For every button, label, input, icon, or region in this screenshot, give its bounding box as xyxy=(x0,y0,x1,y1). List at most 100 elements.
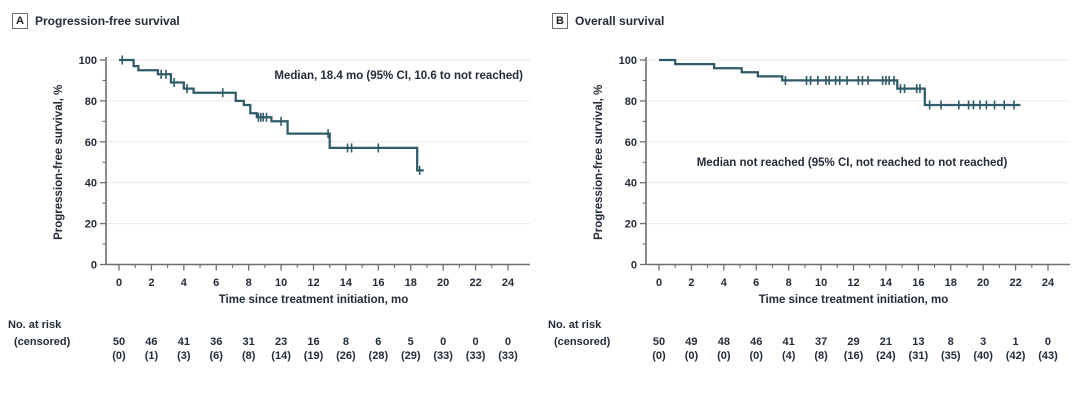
y-tick-label-20: 20 xyxy=(85,219,97,231)
censored-value-20: (40) xyxy=(973,350,993,362)
risk-value-10: 23 xyxy=(275,336,287,348)
censored-value-6: (6) xyxy=(210,350,224,362)
y-tick-label-80: 80 xyxy=(625,96,637,108)
censored-table-label: (censored) xyxy=(14,336,71,348)
risk-value-0: 50 xyxy=(113,336,125,348)
risk-value-20: 0 xyxy=(440,336,446,348)
censored-value-18: (29) xyxy=(401,350,421,362)
panel-a-title: Progression-free survival xyxy=(35,14,180,28)
risk-value-18: 5 xyxy=(408,336,414,348)
panel-b-letter-badge: B xyxy=(552,13,568,29)
x-tick-label-4: 4 xyxy=(721,277,728,289)
x-tick-label-0: 0 xyxy=(116,277,122,289)
x-tick-label-8: 8 xyxy=(246,277,252,289)
risk-table-label: No. at risk xyxy=(8,319,62,331)
risk-value-4: 41 xyxy=(178,336,190,348)
x-tick-label-18: 18 xyxy=(405,277,417,289)
censored-value-10: (14) xyxy=(271,350,291,362)
x-axis-title: Time since treatment initiation, mo xyxy=(759,294,949,306)
censored-value-4: (0) xyxy=(717,350,731,362)
x-tick-label-20: 20 xyxy=(437,277,449,289)
censored-value-22: (33) xyxy=(466,350,486,362)
y-tick-label-40: 40 xyxy=(625,178,637,190)
risk-value-10: 37 xyxy=(815,336,827,348)
risk-value-4: 48 xyxy=(718,336,730,348)
x-tick-label-0: 0 xyxy=(656,277,662,289)
censored-value-10: (8) xyxy=(814,350,828,362)
censored-value-4: (3) xyxy=(177,350,191,362)
y-tick-label-40: 40 xyxy=(85,178,97,190)
panel-a-letter-badge: A xyxy=(12,13,28,29)
x-tick-label-10: 10 xyxy=(275,277,287,289)
x-tick-label-2: 2 xyxy=(688,277,694,289)
panel-b-title: Overall survival xyxy=(575,14,665,28)
x-tick-label-6: 6 xyxy=(753,277,759,289)
risk-value-22: 0 xyxy=(473,336,479,348)
risk-value-24: 0 xyxy=(505,336,511,348)
x-tick-label-4: 4 xyxy=(181,277,188,289)
censored-value-14: (24) xyxy=(876,350,896,362)
risk-value-14: 8 xyxy=(343,336,349,348)
y-axis-title: Progression-free survival, % xyxy=(53,85,65,240)
censored-value-18: (35) xyxy=(941,350,961,362)
y-tick-label-0: 0 xyxy=(91,260,97,272)
censored-value-0: (0) xyxy=(652,350,666,362)
risk-value-6: 36 xyxy=(210,336,222,348)
x-tick-label-8: 8 xyxy=(786,277,792,289)
x-tick-label-16: 16 xyxy=(912,277,924,289)
risk-value-16: 6 xyxy=(375,336,381,348)
censored-value-12: (16) xyxy=(844,350,864,362)
censored-value-8: (8) xyxy=(242,350,256,362)
x-axis-title: Time since treatment initiation, mo xyxy=(219,294,409,306)
y-tick-label-60: 60 xyxy=(85,137,97,149)
x-tick-label-20: 20 xyxy=(977,277,989,289)
censored-value-14: (26) xyxy=(336,350,356,362)
risk-value-8: 31 xyxy=(243,336,255,348)
panel-a: A Progression-free survival 0 20 40 60 80 100… xyxy=(8,13,530,362)
censored-value-12: (19) xyxy=(304,350,324,362)
x-tick-label-22: 22 xyxy=(469,277,481,289)
panel-a-header: A Progression-free survival xyxy=(12,13,180,29)
risk-value-18: 8 xyxy=(948,336,954,348)
risk-value-0: 50 xyxy=(653,336,665,348)
censored-value-2: (0) xyxy=(685,350,699,362)
censored-value-2: (1) xyxy=(145,350,159,362)
panel-b: B Overall survival 0 20 40 60 80 100 0 2 4 6 8 10 12… xyxy=(540,0,1080,400)
panel-b-header: B Overall survival xyxy=(552,13,664,29)
censored-value-6: (0) xyxy=(750,350,764,362)
y-tick-label-60: 60 xyxy=(625,137,637,149)
y-tick-label-80: 80 xyxy=(85,96,97,108)
y-tick-label-20: 20 xyxy=(625,219,637,231)
censored-table-label: (censored) xyxy=(554,336,611,348)
censored-value-22: (42) xyxy=(1006,350,1026,362)
risk-value-22: 1 xyxy=(1013,336,1019,348)
x-tick-label-18: 18 xyxy=(945,277,957,289)
median-annotation: Median not reached (95% CI, not reached … xyxy=(697,157,1008,169)
censored-value-24: (43) xyxy=(1038,350,1058,362)
risk-value-12: 16 xyxy=(307,336,319,348)
x-tick-label-14: 14 xyxy=(340,277,353,289)
censored-value-0: (0) xyxy=(112,350,126,362)
risk-table-label: No. at risk xyxy=(548,319,602,331)
x-tick-label-16: 16 xyxy=(372,277,384,289)
risk-value-8: 41 xyxy=(783,336,795,348)
risk-value-2: 49 xyxy=(685,336,697,348)
x-tick-label-6: 6 xyxy=(213,277,219,289)
x-tick-label-22: 22 xyxy=(1009,277,1021,289)
y-tick-label-100: 100 xyxy=(619,55,637,67)
x-tick-label-12: 12 xyxy=(307,277,319,289)
x-tick-label-24: 24 xyxy=(1042,277,1055,289)
x-tick-label-10: 10 xyxy=(815,277,827,289)
risk-value-20: 3 xyxy=(980,336,986,348)
censored-value-16: (28) xyxy=(369,350,389,362)
x-tick-label-24: 24 xyxy=(502,277,515,289)
risk-value-24: 0 xyxy=(1045,336,1051,348)
censored-value-24: (33) xyxy=(498,350,518,362)
censored-value-20: (33) xyxy=(433,350,453,362)
y-tick-label-100: 100 xyxy=(79,55,97,67)
risk-value-6: 46 xyxy=(750,336,762,348)
risk-value-16: 13 xyxy=(912,336,924,348)
